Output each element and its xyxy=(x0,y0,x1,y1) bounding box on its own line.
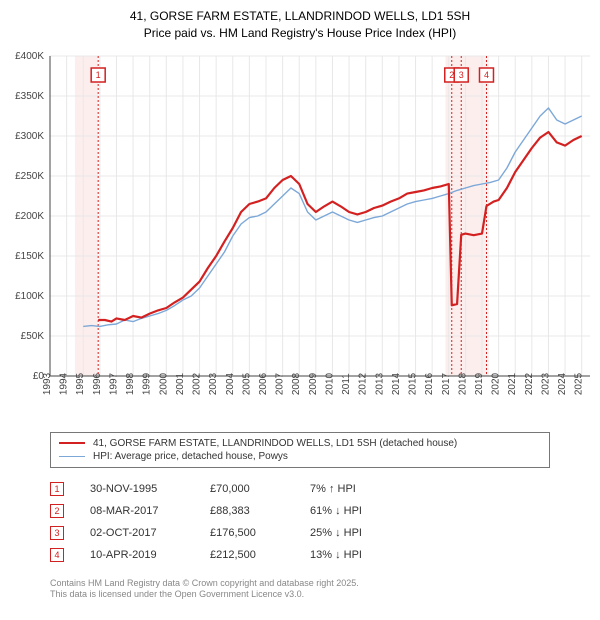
chart-svg: £0£50K£100K£150K£200K£250K£300K£350K£400… xyxy=(0,46,600,426)
transaction-date: 30-NOV-1995 xyxy=(90,478,210,500)
copyright-line1: Contains HM Land Registry data © Crown c… xyxy=(50,578,550,590)
transaction-marker: 3 xyxy=(50,526,64,540)
transaction-price: £176,500 xyxy=(210,522,310,544)
transaction-price: £212,500 xyxy=(210,544,310,566)
transaction-price: £88,383 xyxy=(210,500,310,522)
transaction-change: 7% ↑ HPI xyxy=(310,478,550,500)
legend: 41, GORSE FARM ESTATE, LLANDRINDOD WELLS… xyxy=(50,432,550,468)
marker-number: 3 xyxy=(459,69,464,79)
y-tick-label: £250K xyxy=(15,171,44,182)
transactions-table: 1 30-NOV-1995£70,0007% ↑ HPI 2 08-MAR-2017£… xyxy=(50,478,550,566)
transaction-change: 13% ↓ HPI xyxy=(310,544,550,566)
copyright-line2: This data is licensed under the Open Gov… xyxy=(50,589,550,601)
y-tick-label: £100K xyxy=(15,291,44,302)
y-tick-label: £300K xyxy=(15,131,44,142)
legend-swatch xyxy=(59,442,85,444)
legend-label: HPI: Average price, detached house, Powy… xyxy=(93,451,288,462)
copyright-notice: Contains HM Land Registry data © Crown c… xyxy=(50,578,550,601)
y-tick-label: £200K xyxy=(15,211,44,222)
chart-area: £0£50K£100K£150K£200K£250K£300K£350K£400… xyxy=(0,46,600,426)
marker-number: 1 xyxy=(96,69,101,79)
transaction-change: 25% ↓ HPI xyxy=(310,522,550,544)
transaction-marker: 1 xyxy=(50,482,64,496)
transaction-row: 3 02-OCT-2017£176,50025% ↓ HPI xyxy=(50,522,550,544)
legend-item: 41, GORSE FARM ESTATE, LLANDRINDOD WELLS… xyxy=(59,437,541,450)
y-tick-label: £350K xyxy=(15,91,44,102)
chart-header: 41, GORSE FARM ESTATE, LLANDRINDOD WELLS… xyxy=(0,0,600,46)
transaction-marker: 4 xyxy=(50,548,64,562)
legend-label: 41, GORSE FARM ESTATE, LLANDRINDOD WELLS… xyxy=(93,438,457,449)
transaction-change: 61% ↓ HPI xyxy=(310,500,550,522)
header-address: 41, GORSE FARM ESTATE, LLANDRINDOD WELLS… xyxy=(0,8,600,25)
transaction-row: 2 08-MAR-2017£88,38361% ↓ HPI xyxy=(50,500,550,522)
y-tick-label: £400K xyxy=(15,51,44,62)
transaction-marker: 2 xyxy=(50,504,64,518)
y-tick-label: £150K xyxy=(15,251,44,262)
transaction-row: 1 30-NOV-1995£70,0007% ↑ HPI xyxy=(50,478,550,500)
marker-number: 4 xyxy=(484,69,489,79)
legend-swatch xyxy=(59,456,85,457)
transaction-date: 10-APR-2019 xyxy=(90,544,210,566)
y-tick-label: £50K xyxy=(21,331,45,342)
legend-item: HPI: Average price, detached house, Powy… xyxy=(59,450,541,463)
series-price xyxy=(98,132,582,322)
transaction-date: 02-OCT-2017 xyxy=(90,522,210,544)
transaction-date: 08-MAR-2017 xyxy=(90,500,210,522)
transaction-row: 4 10-APR-2019£212,50013% ↓ HPI xyxy=(50,544,550,566)
header-subtitle: Price paid vs. HM Land Registry's House … xyxy=(0,25,600,42)
transaction-price: £70,000 xyxy=(210,478,310,500)
